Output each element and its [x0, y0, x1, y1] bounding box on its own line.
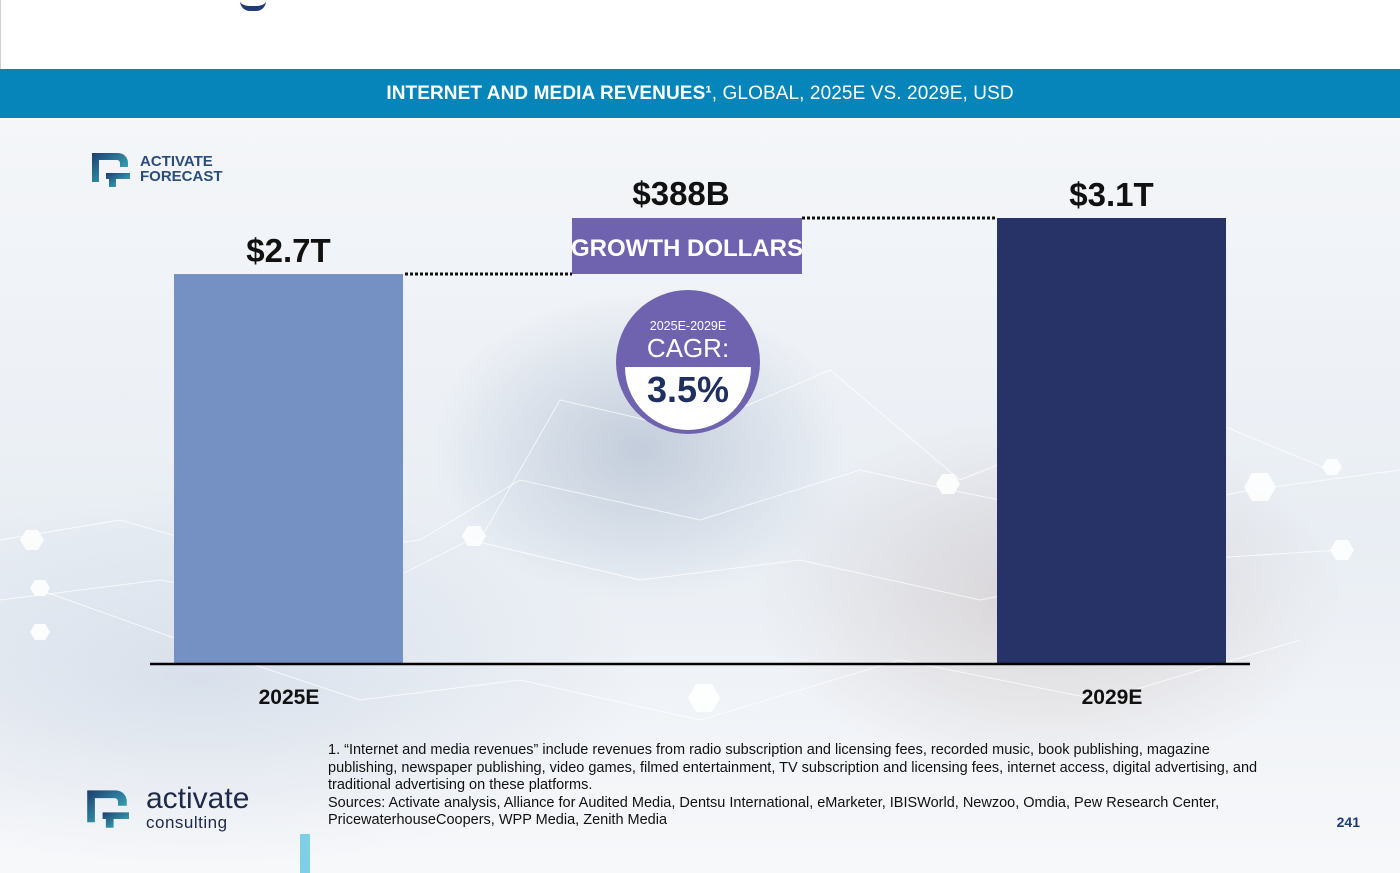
- cagr-label: CAGR:: [647, 333, 729, 363]
- header-title-rest: , GLOBAL, 2025E VS. 2029E, USD: [711, 82, 1014, 104]
- growth-dollars-label: GROWTH DOLLARS: [571, 235, 803, 262]
- bar-2025E: [174, 274, 403, 664]
- x-tick-2025E: 2025E: [259, 686, 320, 709]
- bar-2029E: [997, 218, 1226, 664]
- activate-logo-icon: [92, 153, 130, 187]
- cagr-badge-inner: [625, 367, 751, 430]
- data-label-2029E: $3.1T: [1069, 176, 1153, 213]
- sources-note: Sources: Activate analysis, Alliance for…: [328, 794, 1220, 829]
- badge-line2: FORECAST: [140, 168, 223, 185]
- x-tick-2029E: 2029E: [1082, 686, 1143, 709]
- activate-consulting-logo: activate consulting: [80, 784, 249, 831]
- growth-dollars-box: [572, 218, 802, 274]
- network-nodes: [20, 459, 1354, 712]
- activate-logo-icon: [87, 789, 129, 828]
- header-title-bold: INTERNET AND MEDIA REVENUES¹: [386, 82, 712, 104]
- logo-word-consulting: consulting: [146, 813, 228, 832]
- footnote-1: 1. “Internet and media revenues” include…: [328, 742, 1258, 793]
- page-number: 241: [1336, 814, 1360, 830]
- divider: [0, 0, 1, 69]
- accent-bar: [300, 834, 310, 873]
- cagr-value: 3.5%: [647, 369, 729, 410]
- data-label-2025E: $2.7T: [246, 232, 330, 269]
- activate-forecast-badge: ACTIVATE FORECAST: [86, 149, 223, 189]
- badge-line1: ACTIVATE: [140, 153, 213, 170]
- cagr-period: 2025E-2029E: [650, 319, 726, 333]
- logo-word-activate: activate: [146, 782, 250, 815]
- footnote-block: 1. “Internet and media revenues” include…: [328, 742, 1278, 830]
- chart-header-bar: INTERNET AND MEDIA REVENUES¹, GLOBAL, 20…: [0, 69, 1400, 118]
- growth-dollars-value: $388B: [632, 175, 729, 212]
- title-fragment: [240, 0, 266, 11]
